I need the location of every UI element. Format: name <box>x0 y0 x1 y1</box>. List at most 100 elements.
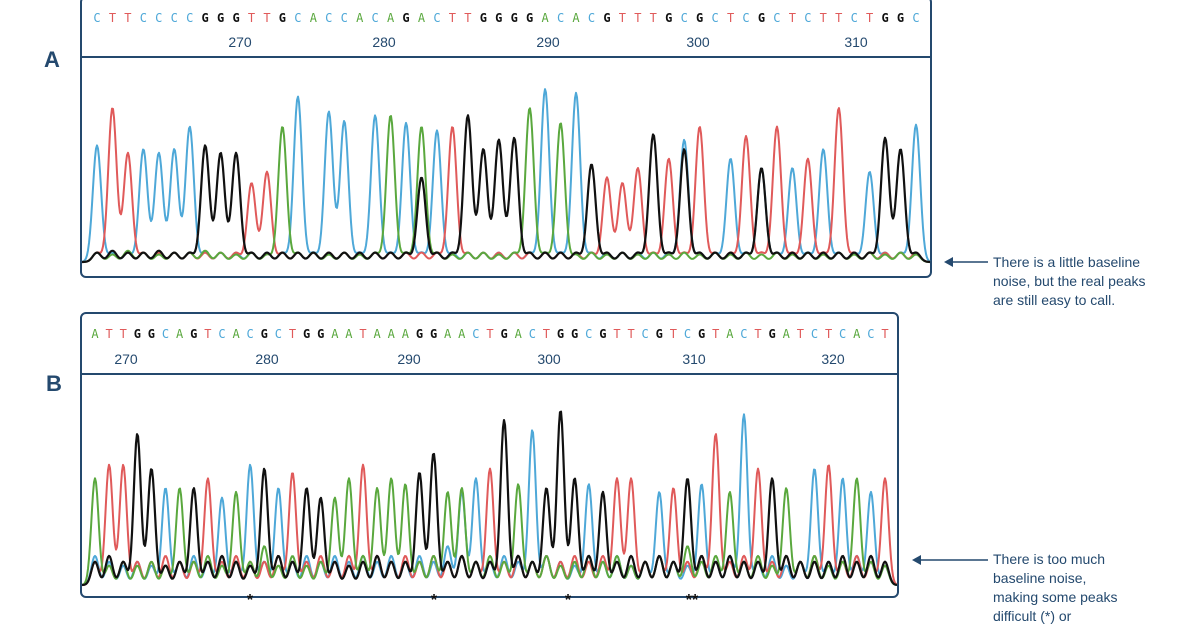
annotation-line: noise, but the real peaks <box>993 273 1146 289</box>
base-call: A <box>572 11 580 25</box>
base-call: T <box>788 11 796 25</box>
base-call: C <box>472 327 480 341</box>
position-tick-label: 290 <box>536 34 560 50</box>
base-call: C <box>711 11 719 25</box>
base-call: G <box>201 11 209 25</box>
base-call: C <box>742 11 750 25</box>
position-tick-label: 290 <box>397 351 421 367</box>
base-call: G <box>402 11 410 25</box>
base-call: A <box>386 11 395 25</box>
base-call: T <box>669 327 678 341</box>
base-call: T <box>627 327 635 341</box>
base-call: A <box>345 327 353 341</box>
base-call: C <box>804 11 812 25</box>
position-tick-label: 270 <box>114 351 138 367</box>
base-call: G <box>302 327 311 341</box>
base-call: T <box>634 11 642 25</box>
position-tick-label: 280 <box>255 351 279 367</box>
position-tick-label: 320 <box>821 351 845 367</box>
base-call: C <box>340 11 348 25</box>
position-row-b: 270 280 290 300 310 320 <box>82 351 897 371</box>
base-call: G <box>260 327 268 341</box>
position-tick-label: 270 <box>228 34 252 50</box>
base-call: C <box>683 327 692 341</box>
base-call: T <box>866 11 874 25</box>
position-tick-label: 300 <box>686 34 710 50</box>
base-call: A <box>331 327 339 341</box>
base-call: C <box>325 11 333 25</box>
base-call: A <box>373 327 381 341</box>
trace-g <box>81 410 898 587</box>
position-tick-label: 280 <box>372 34 396 50</box>
base-call: G <box>896 11 905 25</box>
base-call: G <box>429 327 438 341</box>
base-call: C <box>556 11 565 25</box>
base-call: T <box>105 327 113 341</box>
base-call: C <box>218 327 226 341</box>
base-call: A <box>401 327 409 341</box>
annotation-line: There is a little baseline <box>993 254 1141 270</box>
difficult-marker-1: * <box>246 592 254 609</box>
base-call: T <box>542 327 551 341</box>
base-call: C <box>246 327 254 341</box>
base-call: C <box>294 11 302 25</box>
chromatogram-a <box>81 88 931 264</box>
base-call: T <box>359 327 367 341</box>
base-call: G <box>500 327 508 341</box>
base-call: T <box>486 327 494 341</box>
base-call: T <box>712 327 720 341</box>
base-call: C <box>155 11 163 25</box>
base-call: T <box>124 11 132 25</box>
base-call: C <box>867 327 875 341</box>
annotation-line: making some peaks <box>993 589 1118 605</box>
base-call: G <box>881 11 889 25</box>
base-call: G <box>571 327 579 341</box>
base-call: T <box>835 11 843 25</box>
base-call: T <box>796 327 804 341</box>
base-call: C <box>587 11 596 25</box>
base-call: G <box>696 11 704 25</box>
chromatogram-b <box>81 410 898 587</box>
base-call: C <box>274 327 283 341</box>
base-call: T <box>819 11 827 25</box>
base-call: A <box>726 327 734 341</box>
position-row-a: 270 280 290 300 310 <box>82 34 930 54</box>
base-call: G <box>768 327 776 341</box>
base-call: T <box>119 327 127 341</box>
annotation-b: There is too much baseline noise, making s… <box>993 550 1118 626</box>
base-call: T <box>288 327 297 341</box>
divider-a <box>82 56 930 58</box>
divider-b <box>82 373 897 375</box>
base-call: G <box>757 11 766 25</box>
base-call: C <box>641 327 649 341</box>
base-call: T <box>204 327 212 341</box>
base-call: A <box>853 327 861 341</box>
position-tick-label: 310 <box>682 351 706 367</box>
base-call: C <box>93 11 101 25</box>
difficult-marker-2: * <box>430 592 438 609</box>
base-call: C <box>170 11 178 25</box>
base-call: A <box>458 327 466 341</box>
base-call: C <box>161 327 170 341</box>
base-call: A <box>309 11 317 25</box>
base-call: C <box>585 327 593 341</box>
difficult-marker-3: * <box>564 592 572 609</box>
base-call: C <box>139 11 147 25</box>
base-call: G <box>495 11 503 25</box>
annotation-a: There is a little baseline noise, but the… <box>993 253 1146 310</box>
base-call: C <box>186 11 194 25</box>
base-call: T <box>726 11 735 25</box>
base-call: G <box>526 11 534 25</box>
base-call: G <box>190 327 198 341</box>
annotation-line: There is too much <box>993 551 1106 567</box>
trace-g <box>81 114 931 264</box>
base-call: A <box>387 327 395 341</box>
base-call: A <box>514 327 522 341</box>
base-call: C <box>912 11 920 25</box>
panel-label-b: B <box>46 371 62 396</box>
base-call: G <box>603 11 611 25</box>
base-call: C <box>839 327 847 341</box>
